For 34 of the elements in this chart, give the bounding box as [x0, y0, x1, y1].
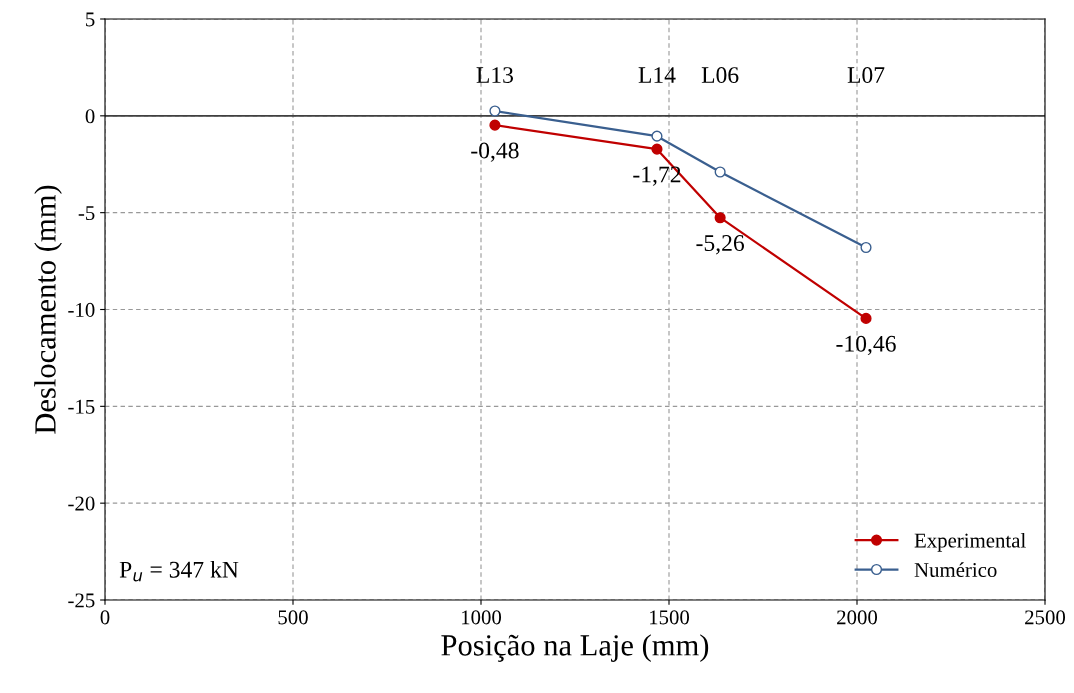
point	[651, 143, 663, 155]
x-tick-label: 1000	[462, 610, 502, 625]
data-label: -1,72	[633, 166, 681, 186]
legend-label: Numérico	[914, 562, 997, 578]
annotation: L07	[847, 67, 885, 84]
data-label: -5,26	[696, 235, 745, 255]
point	[714, 166, 726, 178]
y-tick-label: -10	[68, 302, 95, 317]
annotation: L06	[701, 67, 739, 84]
x-tick-label: 1500	[650, 610, 690, 625]
x-tick-label: 0	[100, 610, 110, 625]
y-tick-label: -5	[78, 206, 95, 221]
point	[489, 105, 501, 117]
x-tick-label: 2000	[837, 610, 878, 625]
data-label: -10,46	[836, 335, 896, 356]
y-tick-label: -15	[68, 399, 95, 414]
data-label: -0,48	[471, 142, 519, 162]
point	[860, 312, 872, 324]
x-axis-title: Posição na Laje (mm)	[441, 634, 709, 662]
point	[651, 130, 663, 142]
y-axis-title: Deslocamento (mm)	[34, 185, 62, 434]
x-tick-label: 500	[278, 610, 308, 625]
y-tick-label: 5	[86, 12, 95, 27]
point	[714, 212, 726, 224]
y-tick-label: 0	[85, 109, 95, 124]
y-tick-label: -20	[68, 496, 95, 511]
annotation: L14	[638, 67, 676, 83]
legend-label: Experimental	[914, 532, 1026, 552]
y-tick-label: -25	[68, 593, 95, 608]
annotation: P$_{u}$ = 347 kN	[119, 561, 239, 582]
point	[860, 241, 872, 254]
point	[489, 119, 501, 131]
x-tick-label: 2500	[1025, 610, 1066, 625]
annotation: L13	[476, 67, 514, 84]
